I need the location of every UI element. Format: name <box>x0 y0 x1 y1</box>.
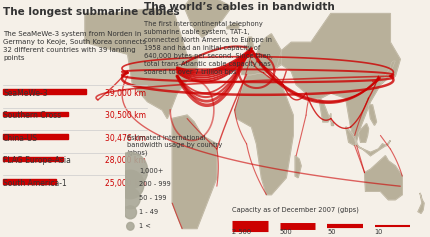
Text: 50: 50 <box>327 228 336 235</box>
Text: 10: 10 <box>375 228 383 235</box>
Polygon shape <box>235 73 293 195</box>
Text: 1 <: 1 < <box>139 223 151 229</box>
Polygon shape <box>331 122 333 125</box>
Polygon shape <box>242 34 281 74</box>
Polygon shape <box>276 14 400 144</box>
Circle shape <box>113 152 147 189</box>
Polygon shape <box>295 156 301 178</box>
Text: Southern Cross: Southern Cross <box>3 111 61 120</box>
Polygon shape <box>418 193 424 213</box>
Polygon shape <box>346 127 356 146</box>
Text: 28,000 km: 28,000 km <box>105 156 146 165</box>
Bar <box>3 112 68 116</box>
Text: 50 - 199: 50 - 199 <box>139 196 166 201</box>
Circle shape <box>117 170 144 199</box>
Text: 30,476 km: 30,476 km <box>105 134 146 143</box>
Bar <box>3 134 68 139</box>
Text: The SeaMeWe-3 system from Norden in
Germany to Keoje, South Korea connects
32 di: The SeaMeWe-3 system from Norden in Germ… <box>3 31 146 61</box>
Polygon shape <box>369 105 377 125</box>
Text: 39,000 km: 39,000 km <box>105 89 146 98</box>
Polygon shape <box>359 123 369 142</box>
Text: Capacity as of December 2007 (gbps): Capacity as of December 2007 (gbps) <box>232 207 359 213</box>
Text: Estimated international
bandwidth usage by country
(gbps): Estimated international bandwidth usage … <box>126 135 222 156</box>
Text: South America-1: South America-1 <box>3 179 67 188</box>
Text: SeaMeWe-3: SeaMeWe-3 <box>3 89 48 98</box>
Polygon shape <box>85 9 197 118</box>
Circle shape <box>127 222 134 230</box>
Polygon shape <box>227 24 239 29</box>
Text: 25,000 km: 25,000 km <box>105 179 146 188</box>
Text: 200 - 999: 200 - 999 <box>139 182 171 187</box>
Text: 1 - 49: 1 - 49 <box>139 209 158 215</box>
Text: China-US: China-US <box>3 134 38 143</box>
Polygon shape <box>381 61 395 83</box>
Polygon shape <box>184 0 232 37</box>
Text: 30,500 km: 30,500 km <box>105 111 146 120</box>
Bar <box>3 179 56 184</box>
Polygon shape <box>319 98 331 122</box>
Text: FLAG Europe-Asia: FLAG Europe-Asia <box>3 156 71 165</box>
Text: 1,000+: 1,000+ <box>139 168 163 173</box>
Bar <box>3 157 63 161</box>
Text: The first intercontinental telephony
submarine cable system, TAT-1,
connected No: The first intercontinental telephony sub… <box>144 21 273 75</box>
Polygon shape <box>246 37 254 51</box>
Polygon shape <box>172 115 217 228</box>
Polygon shape <box>346 127 390 156</box>
Bar <box>3 89 86 94</box>
Text: 500: 500 <box>280 228 292 235</box>
Text: The longest submarine cables: The longest submarine cables <box>3 7 180 17</box>
Text: 2 500: 2 500 <box>232 228 251 235</box>
Text: The world’s cables in bandwidth: The world’s cables in bandwidth <box>144 2 335 12</box>
Circle shape <box>124 206 136 219</box>
Circle shape <box>120 188 140 209</box>
Polygon shape <box>365 156 402 200</box>
